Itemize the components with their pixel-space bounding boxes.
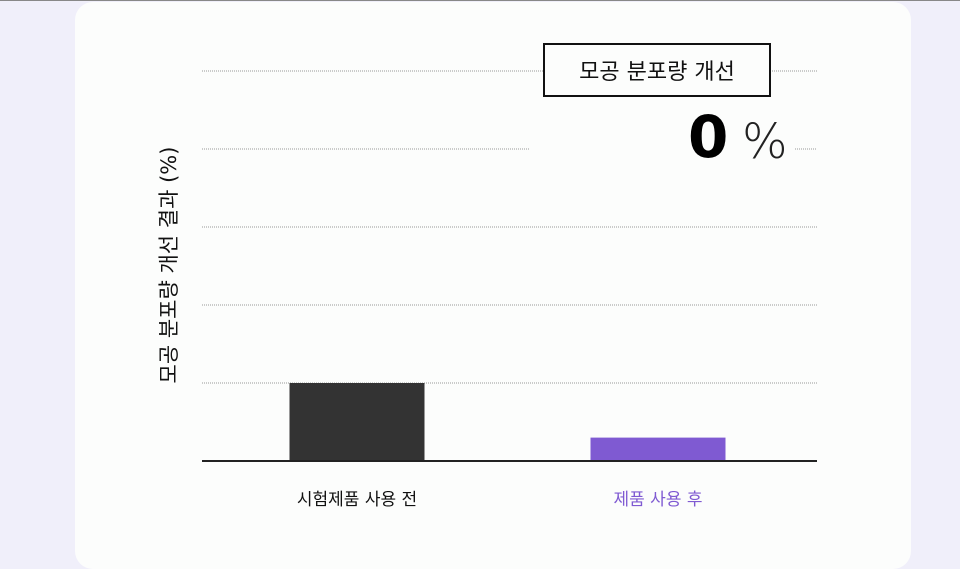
- bar-1: [289, 383, 425, 461]
- x-tick-label: 제품 사용 후: [613, 490, 703, 510]
- x-tick-label: 시험제품 사용 전: [296, 490, 418, 510]
- chart-card: [75, 2, 911, 569]
- annotation-box: 모공 분포량 개선: [543, 43, 771, 97]
- bar-2: [590, 437, 726, 461]
- top-border: [0, 0, 960, 1]
- annotation-unit: %: [742, 114, 788, 170]
- y-axis-label: 모공 분포량 개선 결과 (%): [157, 146, 181, 384]
- annotation-value: 0: [688, 103, 729, 171]
- annotation-label: 모공 분포량 개선: [579, 60, 735, 85]
